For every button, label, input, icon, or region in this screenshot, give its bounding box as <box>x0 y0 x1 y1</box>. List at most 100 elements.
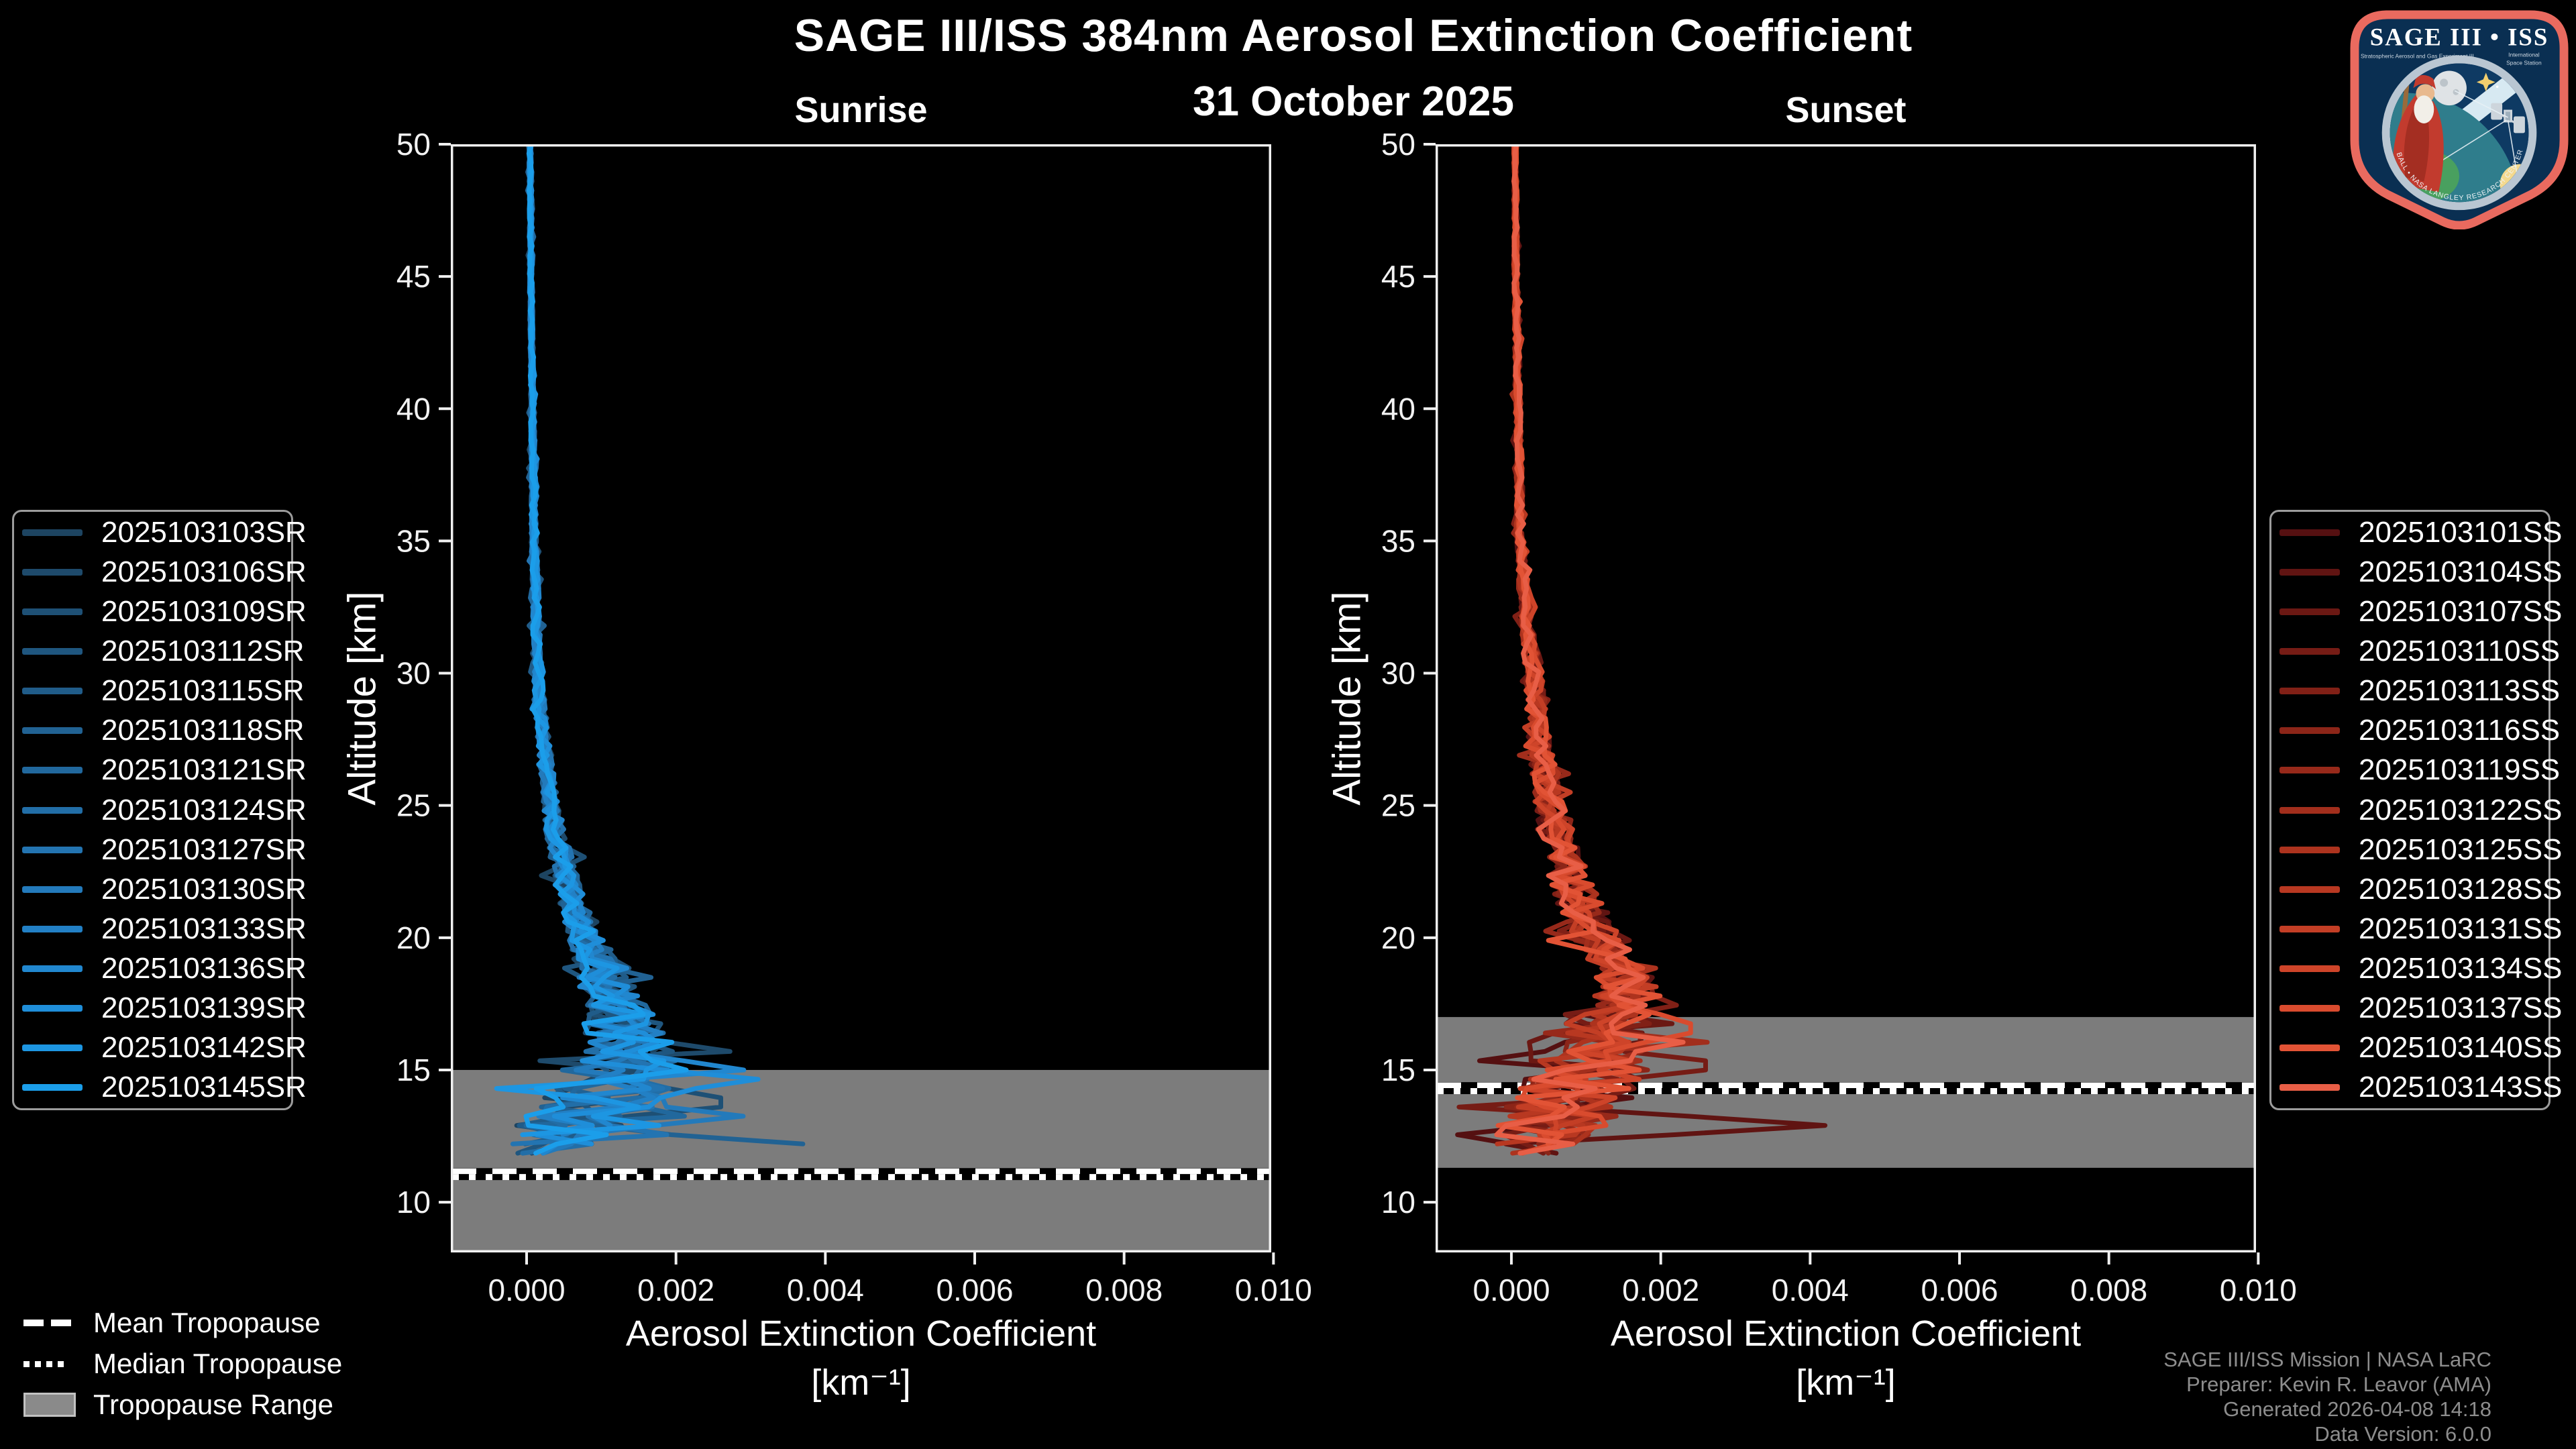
sunset-legend-label: 2025103131SS <box>2359 912 2563 945</box>
sunset-y-tick-label: 20 <box>1381 920 1415 955</box>
sunset-legend-label: 2025103128SS <box>2359 872 2563 906</box>
sunrise-y-tick-label: 50 <box>396 127 431 162</box>
sunrise-legend-item: 2025103142SR <box>14 1029 307 1067</box>
sunrise-legend-label: 2025103124SR <box>101 793 307 826</box>
sunset-legend-line-swatch <box>2279 608 2340 616</box>
sunset-legend-item: 2025103134SS <box>2271 950 2562 987</box>
sunset-legend-label: 2025103137SS <box>2359 991 2563 1024</box>
sunrise-legend-item: 2025103109SR <box>14 593 307 631</box>
mean-tropopause-label: Mean Tropopause <box>93 1307 321 1338</box>
sunrise-legend-item: 2025103112SR <box>14 633 305 670</box>
sunrise-x-tick-label: 0.006 <box>936 1273 1013 1307</box>
sunset-panel: Sunset Altitude [km] 10 15 20 25 30 35 40 45 50 0… <box>1326 90 2297 1403</box>
sunset-legend-item: 2025103143SS <box>2271 1069 2562 1106</box>
sunrise-legend-item: 2025103136SR <box>14 950 307 987</box>
sunset-x-tick-label: 0.004 <box>1772 1273 1849 1307</box>
sunset-y-tick-label: 50 <box>1381 127 1415 162</box>
sunrise-event-legend: 2025103103SR 2025103106SR 2025103109SR 2025… <box>12 510 307 1110</box>
page-title: SAGE III/ISS 384nm Aerosol Extinction Co… <box>794 10 1913 61</box>
sunrise-legend-label: 2025103106SR <box>101 555 307 589</box>
sunset-x-tick-label: 0.000 <box>1472 1273 1550 1307</box>
sunrise-legend-line-swatch <box>22 925 83 932</box>
sunset-y-axis-label: Altitude [km] <box>1325 591 1369 806</box>
sunset-legend-line-swatch <box>2279 529 2340 537</box>
sunset-legend-item: 2025103140SS <box>2271 1029 2562 1067</box>
sunset-legend-item: 2025103113SS <box>2271 672 2560 710</box>
sunrise-legend-line-swatch <box>22 529 83 537</box>
sunrise-legend-label: 2025103127SR <box>101 833 307 866</box>
median-tropopause-legend-item: Median Tropopause <box>23 1348 342 1380</box>
sunrise-legend-item: 2025103127SR <box>14 831 307 869</box>
sunrise-legend-label: 2025103136SR <box>101 951 307 985</box>
sunset-legend-label: 2025103116SS <box>2359 714 2561 747</box>
sunset-legend-label: 2025103119SS <box>2359 753 2561 787</box>
sunset-event-legend: 2025103101SS 2025103104SS 2025103107SS 2025… <box>2269 510 2562 1110</box>
sunrise-y-tick-label: 10 <box>396 1185 431 1220</box>
sunrise-legend-item: 2025103139SR <box>14 989 307 1027</box>
sunrise-x-tick-label: 0.010 <box>1235 1273 1312 1307</box>
sunset-x-axis-units: [km⁻¹] <box>1796 1362 1896 1403</box>
sunrise-panel: Sunrise Altitude [km] 10 15 20 25 30 35 40 45 50… <box>341 90 1312 1403</box>
sunrise-legend-item: 2025103124SR <box>14 792 307 829</box>
sunrise-legend-line-swatch <box>22 608 83 616</box>
sunset-legend-line-swatch <box>2279 767 2340 774</box>
mean-tropopause-legend-item: Mean Tropopause <box>23 1307 342 1339</box>
mean-tropopause-dash-swatch <box>23 1320 78 1326</box>
median-tropopause-dots-swatch <box>23 1360 78 1367</box>
tropopause-legend: Mean Tropopause Median Tropopause Tropop… <box>23 1307 342 1430</box>
sunrise-x-tick-label: 0.000 <box>488 1273 565 1307</box>
sunrise-x-axis-units: [km⁻¹] <box>811 1362 911 1403</box>
sunset-legend-item: 2025103137SS <box>2271 989 2562 1027</box>
sunset-legend-label: 2025103110SS <box>2359 635 2561 668</box>
sunrise-y-axis-label: Altitude [km] <box>340 591 384 806</box>
sunset-x-tick-label: 0.010 <box>2220 1273 2297 1307</box>
sunset-legend-line-swatch <box>2279 727 2340 735</box>
sunset-y-tick-label: 45 <box>1381 259 1415 294</box>
sunrise-y-tick-label: 45 <box>396 259 431 294</box>
sunset-profile-line-2025103143SS <box>1494 144 1686 1156</box>
sunset-y-tick-label: 35 <box>1381 523 1415 558</box>
sunset-x-axis-label: Aerosol Extinction Coefficient <box>1610 1313 2082 1354</box>
sunset-legend-line-swatch <box>2279 648 2340 655</box>
sunrise-legend-line-swatch <box>22 569 83 576</box>
sunrise-y-tick-label: 35 <box>396 523 431 558</box>
sunset-legend-line-swatch <box>2279 1004 2340 1012</box>
sunrise-x-tick-label: 0.004 <box>787 1273 864 1307</box>
sunrise-legend-item: 2025103145SR <box>14 1069 307 1106</box>
sunrise-legend-line-swatch <box>22 1044 83 1051</box>
sunrise-legend-item: 2025103130SR <box>14 871 307 908</box>
sunrise-profile-line-2025103145SR <box>523 144 689 1156</box>
sunset-legend-line-swatch <box>2279 1044 2340 1051</box>
sunrise-legend-label: 2025103109SR <box>101 595 307 629</box>
sunrise-legend-label: 2025103142SR <box>101 1030 307 1064</box>
tropopause-range-legend-item: Tropopause Range <box>23 1389 342 1421</box>
sunrise-y-tick-label: 40 <box>396 391 431 426</box>
patch-title: SAGE III • ISS <box>2370 23 2549 51</box>
sunset-legend-label: 2025103134SS <box>2359 951 2563 985</box>
sunrise-legend-label: 2025103145SR <box>101 1070 307 1104</box>
sunrise-legend-line-swatch <box>22 1083 83 1091</box>
sunrise-legend-line-swatch <box>22 846 83 853</box>
patch-subtitle-right-2: Space Station <box>2506 59 2542 66</box>
sunrise-legend-label: 2025103103SR <box>101 516 307 549</box>
sunset-legend-item: 2025103101SS <box>2271 514 2562 551</box>
sunset-y-tick-label: 40 <box>1381 391 1415 426</box>
sunset-legend-line-swatch <box>2279 1083 2340 1091</box>
sunset-legend-line-swatch <box>2279 688 2340 695</box>
median-tropopause-label: Median Tropopause <box>93 1348 343 1379</box>
patch-subtitle-left: Stratospheric Aerosol and Gas Experiment… <box>2361 53 2474 60</box>
sunrise-x-axis-label: Aerosol Extinction Coefficient <box>625 1313 1097 1354</box>
sunset-legend-label: 2025103101SS <box>2359 516 2563 549</box>
sunrise-legend-item: 2025103106SR <box>14 553 307 591</box>
sunset-y-tick-label: 30 <box>1381 656 1415 691</box>
sunrise-y-tick-label: 30 <box>396 656 431 691</box>
sage-iii-iss-mission-patch: SAGE III • ISS Stratospheric Aerosol and… <box>2349 9 2569 229</box>
patch-moon <box>2432 70 2467 106</box>
sunrise-x-tick-label: 0.008 <box>1085 1273 1163 1307</box>
sunrise-legend-label: 2025103112SR <box>101 635 305 668</box>
sunset-legend-line-swatch <box>2279 569 2340 576</box>
sunset-legend-item: 2025103104SS <box>2271 553 2562 591</box>
sunrise-profile-line-2025103118SR <box>525 144 806 1146</box>
patch-subtitle-right-1: International <box>2508 52 2540 58</box>
sunset-y-tick-label: 10 <box>1381 1185 1415 1220</box>
